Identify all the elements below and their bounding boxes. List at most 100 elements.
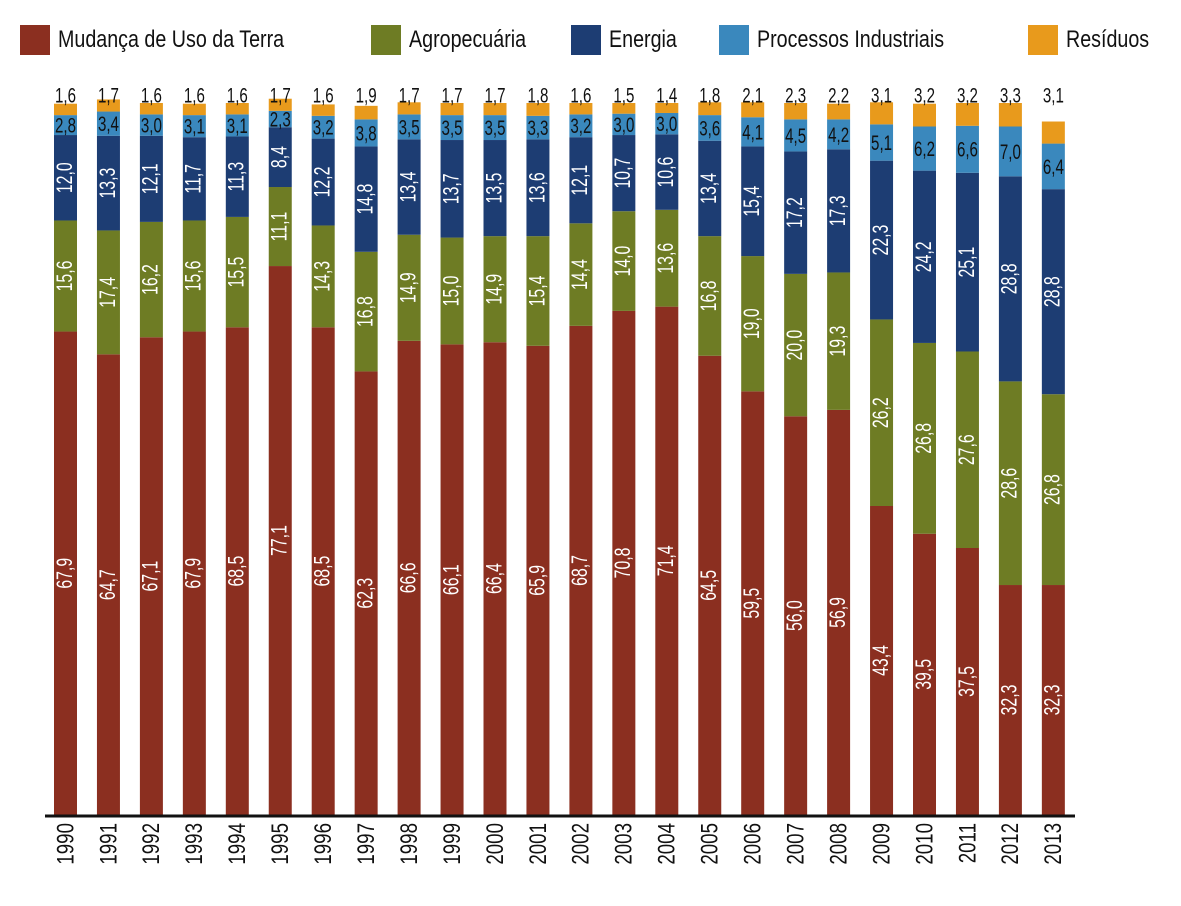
bar-segment-residuos-2003 — [612, 103, 636, 114]
bar-segment-energia-2007 — [784, 151, 808, 274]
data-label: 6,6 — [957, 137, 978, 161]
legend-item-energia: Energia — [571, 20, 692, 60]
bar-segment-mudanca-de-uso-da-terra-1990 — [54, 331, 77, 815]
bar-segment-mudanca-de-uso-da-terra-1992 — [139, 337, 163, 815]
bar-segment-residuos-2013 — [1041, 121, 1065, 144]
data-label: 3,5 — [399, 115, 420, 139]
x-tick-label: 2012 — [997, 823, 1024, 865]
data-label: 13,4 — [397, 171, 421, 202]
data-label: 1,9 — [356, 83, 377, 107]
data-label: 12,1 — [139, 163, 163, 194]
data-label: 2,1 — [742, 83, 763, 107]
bar-segment-agropecuaria-1994 — [225, 216, 249, 328]
data-label: 1,4 — [656, 83, 677, 107]
bar-segment-residuos-2010 — [913, 103, 936, 127]
bar-segment-residuos-2005 — [698, 102, 722, 116]
data-label: 3,3 — [1000, 83, 1021, 107]
bar-segment-energia-1999 — [440, 140, 464, 238]
data-label: 24,2 — [912, 241, 936, 272]
data-label: 43,4 — [869, 645, 893, 676]
bar-segment-agropecuaria-2007 — [784, 273, 808, 417]
data-label: 3,2 — [570, 114, 591, 138]
data-label: 26,8 — [1041, 474, 1065, 505]
bar-segment-residuos-1990 — [54, 103, 77, 116]
bar-segment-agropecuaria-1995 — [268, 187, 292, 267]
data-label: 14,0 — [612, 246, 636, 277]
data-label: 1,6 — [141, 83, 162, 107]
bar-segment-mudanca-de-uso-da-terra-1991 — [96, 354, 120, 815]
data-label: 39,5 — [912, 659, 936, 690]
x-tick-label: 2001 — [525, 823, 552, 865]
data-label: 3,0 — [613, 112, 634, 136]
bar-segment-processos-industriais-1994 — [225, 114, 249, 137]
bar-segment-energia-2013 — [1041, 189, 1065, 395]
data-label: 1,8 — [699, 83, 720, 107]
bar-segment-energia-2006 — [741, 146, 765, 257]
bar-segment-residuos-2011 — [955, 103, 979, 126]
bar-segment-mudanca-de-uso-da-terra-2007 — [784, 416, 808, 815]
data-label: 1,7 — [399, 83, 420, 107]
legend-item-residuos: Resíduos — [1028, 20, 1167, 60]
bar-segment-mudanca-de-uso-da-terra-2009 — [870, 505, 894, 815]
data-label: 3,5 — [484, 116, 505, 140]
data-label: 3,1 — [227, 113, 248, 137]
legend-swatch — [20, 25, 50, 55]
data-label: 25,1 — [955, 247, 979, 278]
x-tick-label: 2003 — [610, 823, 637, 865]
bar-segment-mudanca-de-uso-da-terra-1999 — [440, 344, 464, 815]
bar-segment-agropecuaria-2008 — [827, 272, 851, 410]
data-label: 19,0 — [741, 308, 765, 339]
data-label: 1,7 — [484, 83, 505, 107]
bar-segment-agropecuaria-1990 — [54, 220, 77, 332]
bar-segment-mudanca-de-uso-da-terra-1996 — [311, 327, 335, 815]
data-label: 3,1 — [1043, 83, 1064, 107]
bar-segment-mudanca-de-uso-da-terra-1994 — [225, 327, 249, 815]
legend: Mudança de Uso da Terra Agropecuária Energ… — [20, 20, 1180, 60]
x-tick-label: 1992 — [138, 823, 165, 865]
data-label: 1,8 — [527, 83, 548, 107]
data-label: 16,8 — [698, 281, 722, 312]
data-label: 66,4 — [483, 563, 507, 594]
bar-segment-agropecuaria-1992 — [139, 221, 163, 338]
bar-segment-energia-2011 — [955, 172, 979, 352]
legend-label: Agropecuária — [409, 26, 527, 53]
data-label: 1,7 — [270, 83, 291, 107]
bar-segment-mudanca-de-uso-da-terra-1997 — [354, 371, 378, 815]
data-label: 14,8 — [354, 184, 378, 215]
bar-segment-processos-industriais-2005 — [698, 115, 722, 141]
bar-segment-mudanca-de-uso-da-terra-2013 — [1041, 585, 1065, 815]
data-label: 15,5 — [225, 257, 249, 288]
data-label: 3,2 — [313, 115, 334, 139]
bar-segment-energia-2002 — [569, 137, 593, 224]
data-label: 13,5 — [483, 173, 507, 204]
data-label: 28,8 — [998, 263, 1022, 294]
bar-segment-residuos-1992 — [139, 103, 163, 115]
legend-item-processos-industriais: Processos Industriais — [719, 20, 985, 60]
bar-segment-agropecuaria-1999 — [440, 237, 464, 345]
bar-segment-agropecuaria-2010 — [913, 342, 936, 534]
bar-segment-energia-2009 — [870, 160, 894, 320]
bar-segment-energia-2010 — [913, 170, 936, 343]
legend-label: Energia — [609, 26, 677, 53]
bar-segment-mudanca-de-uso-da-terra-2011 — [955, 548, 979, 815]
x-tick-label: 1996 — [310, 823, 337, 865]
data-label: 28,6 — [998, 468, 1022, 499]
data-label: 6,4 — [1043, 154, 1064, 178]
bar-segment-residuos-2009 — [870, 102, 894, 125]
data-label: 67,9 — [53, 558, 77, 589]
data-label: 2,3 — [270, 107, 291, 131]
x-tick-label: 2004 — [653, 823, 680, 865]
legend-label: Processos Industriais — [757, 26, 945, 53]
data-label: 3,5 — [442, 116, 463, 140]
data-label: 15,4 — [741, 186, 765, 217]
data-label: 1,7 — [442, 83, 463, 107]
bar-segment-processos-industriais-2008 — [827, 119, 851, 150]
x-tick-label: 2008 — [825, 823, 852, 865]
data-label: 68,7 — [569, 555, 593, 586]
data-label: 3,4 — [98, 112, 119, 136]
data-label: 56,9 — [827, 597, 851, 628]
bar-segment-energia-1997 — [354, 146, 378, 252]
bar-segment-energia-2005 — [698, 140, 722, 237]
x-tick-label: 2009 — [868, 823, 895, 865]
